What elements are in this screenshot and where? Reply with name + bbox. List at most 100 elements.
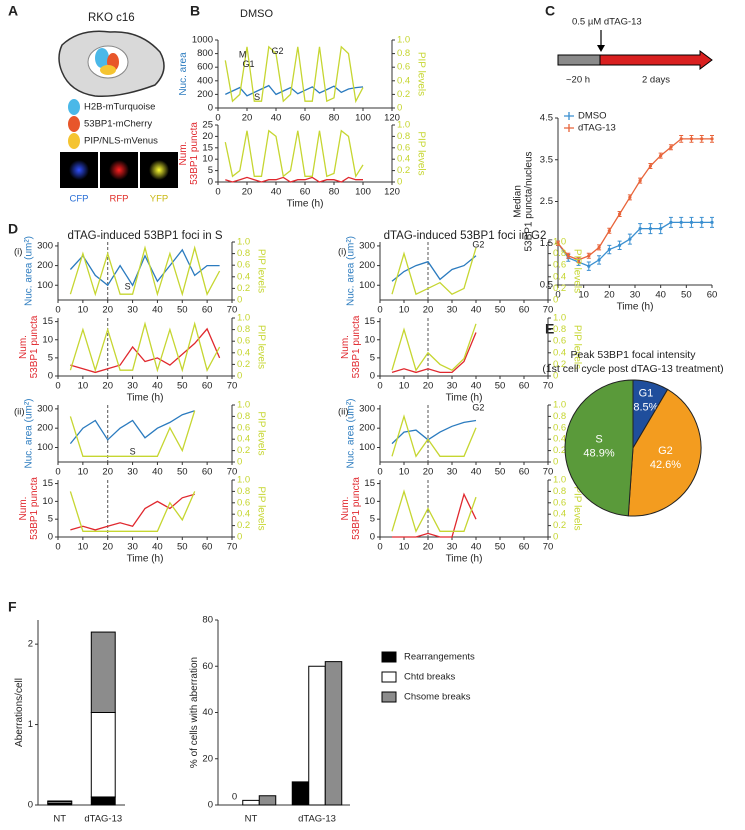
data-line [224, 129, 364, 179]
x-tick-label: 10 [78, 542, 89, 553]
x-tick-label: 20 [423, 305, 434, 316]
y-tick-label: 0.8 [397, 48, 410, 59]
y-tick-label: 1.0 [397, 120, 410, 131]
row-label: (ii) [338, 407, 349, 418]
panel-label: E [545, 321, 554, 337]
x-tick-label: 0 [377, 542, 382, 553]
x-tick-label: 40 [471, 381, 482, 392]
annotation: S [125, 282, 131, 292]
x-tick-label: 30 [447, 305, 458, 316]
y-tick-label: 1.0 [553, 237, 566, 248]
x-tick-label: 100 [355, 187, 371, 198]
y2-axis-label: PIP levels [256, 325, 267, 369]
annotation: G2 [472, 402, 484, 412]
x-tick-label: 20 [242, 187, 253, 198]
y-tick-label: 200 [197, 89, 213, 100]
data-point [659, 227, 663, 231]
y-tick-label: 0.6 [397, 62, 410, 73]
y-tick-label: 0.6 [553, 336, 566, 347]
y-tick-label: 1.0 [237, 313, 250, 324]
y-axis-label: 53BP1 puncta [351, 315, 362, 378]
y-tick-label: 0 [208, 800, 213, 811]
y-tick-label: 0.2 [553, 520, 566, 531]
y-axis-label: Num. [18, 335, 29, 359]
channel-label: YFP [150, 194, 168, 205]
y-tick-label: 400 [197, 75, 213, 86]
data-line [69, 410, 196, 457]
y-axis-label: Nuc. area (um²) [23, 398, 34, 468]
x-tick-label: 60 [202, 467, 213, 478]
y-tick-label: 10 [42, 496, 53, 507]
y-tick-label: 0 [237, 371, 242, 382]
y-tick-label: 0.4 [553, 434, 566, 445]
data-line [557, 221, 712, 267]
x-tick-label: 70 [543, 467, 554, 478]
x-tick-label: 40 [271, 113, 282, 124]
y-tick-label: 1.5 [540, 238, 553, 249]
panel-label: C [545, 3, 555, 19]
x-tick-label: 50 [177, 305, 188, 316]
y-tick-label: 0.8 [553, 324, 566, 335]
y-tick-label: 0.4 [553, 509, 566, 520]
data-point [648, 164, 653, 168]
x-tick-label: 50 [681, 290, 692, 301]
y-tick-label: 0 [237, 532, 242, 543]
y-axis-label: % of cells with aberration [189, 657, 200, 768]
y-tick-label: 100 [359, 442, 375, 453]
y-tick-label: 0.4 [397, 154, 410, 165]
legend-label: Chsome breaks [404, 692, 471, 703]
y-tick-label: 1.0 [237, 237, 250, 248]
y-tick-label: 0.2 [553, 445, 566, 456]
data-line [69, 491, 196, 532]
x-tick-label: 10 [399, 305, 410, 316]
y-tick-label: 1000 [192, 35, 213, 46]
y-axis-label: Nuc. area (um²) [345, 236, 356, 306]
y-tick-label: 5 [208, 165, 213, 176]
y-tick-label: 25 [202, 120, 213, 131]
x-axis-label: Time (h) [287, 199, 324, 210]
data-point [638, 227, 642, 231]
annotation: S [130, 447, 136, 457]
nucleus-image [109, 160, 129, 180]
y-tick-label: 15 [202, 142, 213, 153]
data-point [689, 137, 694, 141]
x-tick-label: 0 [215, 113, 220, 124]
y-tick-label: 0.4 [397, 75, 410, 86]
x-tick-label: 20 [102, 467, 113, 478]
y-tick-label: 200 [37, 260, 53, 271]
y-tick-label: 0 [553, 532, 558, 543]
y-tick-label: 0.2 [397, 165, 410, 176]
x-tick-label: 0 [55, 381, 60, 392]
x-tick-label: 40 [471, 305, 482, 316]
row-label: (ii) [14, 407, 25, 418]
data-line [391, 419, 477, 445]
x-tick-label: 80 [329, 113, 340, 124]
y-tick-label: 0 [237, 457, 242, 468]
y-axis-label: 53BP1 puncta [189, 122, 200, 185]
x-axis-label: Time (h) [127, 393, 164, 404]
data-point [679, 220, 683, 224]
y-tick-label: 5 [48, 352, 53, 363]
y-tick-label: 0.6 [553, 260, 566, 271]
y-tick-label: 0.5 [540, 280, 553, 291]
y-tick-label: 0.8 [397, 131, 410, 142]
y2-axis-label: PIP levels [572, 325, 583, 369]
y-tick-label: 0.4 [237, 434, 250, 445]
pie-category-label: S [595, 434, 602, 446]
x-axis-label: Time (h) [127, 554, 164, 565]
y2-axis-label: PIP levels [572, 486, 583, 530]
x-tick-label: 70 [543, 542, 554, 553]
y-tick-label: 0 [208, 177, 213, 188]
legend-label: Chtd breaks [404, 672, 455, 683]
data-point [710, 220, 714, 224]
bar [90, 631, 116, 714]
y-tick-label: 0.2 [553, 283, 566, 294]
x-tick-label: 60 [300, 113, 311, 124]
bar [47, 800, 73, 803]
x-tick-label: 60 [519, 542, 530, 553]
marker-label: H2B-mTurquoise [84, 102, 155, 113]
data-point [566, 254, 570, 258]
data-point [556, 241, 560, 245]
x-tick-label: 60 [707, 290, 718, 301]
x-tick-label: 20 [423, 467, 434, 478]
